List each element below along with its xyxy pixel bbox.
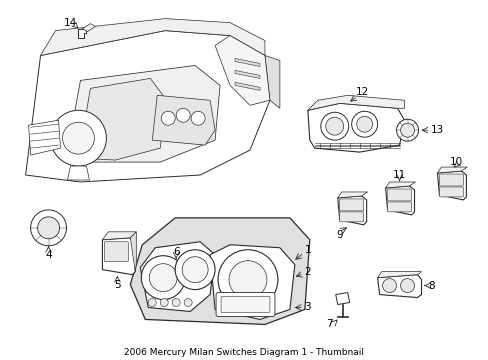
FancyBboxPatch shape: [104, 242, 128, 262]
Circle shape: [396, 119, 418, 141]
Circle shape: [320, 112, 348, 140]
Circle shape: [325, 117, 343, 135]
Polygon shape: [183, 255, 188, 283]
Circle shape: [356, 116, 372, 132]
Polygon shape: [165, 260, 183, 285]
Circle shape: [161, 111, 175, 125]
Polygon shape: [130, 218, 309, 324]
Circle shape: [160, 298, 168, 306]
Polygon shape: [264, 55, 279, 108]
Polygon shape: [437, 167, 467, 173]
Polygon shape: [78, 28, 86, 37]
Circle shape: [175, 250, 215, 289]
Circle shape: [351, 111, 377, 137]
Polygon shape: [307, 103, 404, 152]
Text: 11: 11: [392, 170, 406, 180]
Polygon shape: [377, 272, 421, 278]
Text: 9: 9: [336, 230, 343, 240]
Polygon shape: [215, 36, 269, 105]
Polygon shape: [130, 232, 136, 272]
FancyBboxPatch shape: [339, 199, 363, 211]
Polygon shape: [337, 196, 366, 225]
Polygon shape: [335, 293, 349, 305]
Circle shape: [182, 257, 208, 283]
Circle shape: [218, 250, 277, 310]
Polygon shape: [235, 71, 260, 78]
FancyBboxPatch shape: [439, 187, 463, 197]
Text: 3: 3: [304, 302, 310, 311]
Text: 4: 4: [45, 250, 52, 260]
Circle shape: [149, 264, 177, 292]
Polygon shape: [235, 82, 260, 90]
Circle shape: [400, 279, 414, 293]
Polygon shape: [437, 171, 466, 200]
Circle shape: [141, 256, 185, 300]
Text: 14: 14: [64, 18, 77, 28]
Circle shape: [62, 122, 94, 154]
Circle shape: [31, 210, 66, 246]
Circle shape: [228, 261, 266, 298]
Polygon shape: [65, 66, 220, 162]
Polygon shape: [78, 78, 165, 160]
Polygon shape: [210, 245, 294, 319]
Polygon shape: [102, 238, 135, 275]
Text: 8: 8: [427, 280, 434, 291]
Circle shape: [148, 298, 156, 306]
Circle shape: [400, 123, 414, 137]
Text: 7: 7: [326, 319, 332, 329]
Polygon shape: [337, 192, 367, 198]
FancyBboxPatch shape: [221, 297, 269, 312]
Text: 13: 13: [430, 125, 443, 135]
FancyBboxPatch shape: [439, 174, 463, 186]
Text: 2: 2: [304, 267, 310, 276]
Circle shape: [382, 279, 396, 293]
Polygon shape: [385, 182, 415, 188]
Polygon shape: [152, 95, 215, 145]
Polygon shape: [235, 58, 260, 67]
Polygon shape: [29, 120, 61, 155]
Circle shape: [50, 110, 106, 166]
Polygon shape: [165, 255, 188, 262]
Circle shape: [184, 298, 192, 306]
Polygon shape: [385, 186, 414, 215]
Circle shape: [176, 108, 190, 122]
Polygon shape: [25, 31, 269, 182]
Text: 10: 10: [449, 157, 462, 167]
Polygon shape: [377, 275, 421, 298]
Text: 12: 12: [355, 87, 368, 97]
Polygon shape: [307, 95, 404, 110]
FancyBboxPatch shape: [339, 212, 363, 222]
Polygon shape: [140, 242, 215, 311]
Text: 1: 1: [304, 245, 310, 255]
Polygon shape: [41, 19, 264, 55]
Circle shape: [191, 111, 204, 125]
FancyBboxPatch shape: [387, 202, 411, 212]
Text: 2006 Mercury Milan Switches Diagram 1 - Thumbnail: 2006 Mercury Milan Switches Diagram 1 - …: [124, 348, 364, 357]
Text: 5: 5: [114, 280, 121, 289]
Polygon shape: [82, 24, 95, 32]
FancyBboxPatch shape: [387, 189, 411, 201]
Circle shape: [38, 217, 60, 239]
FancyBboxPatch shape: [216, 293, 274, 316]
Polygon shape: [102, 232, 136, 240]
Circle shape: [172, 298, 180, 306]
Text: 6: 6: [173, 247, 179, 257]
Polygon shape: [67, 166, 89, 180]
